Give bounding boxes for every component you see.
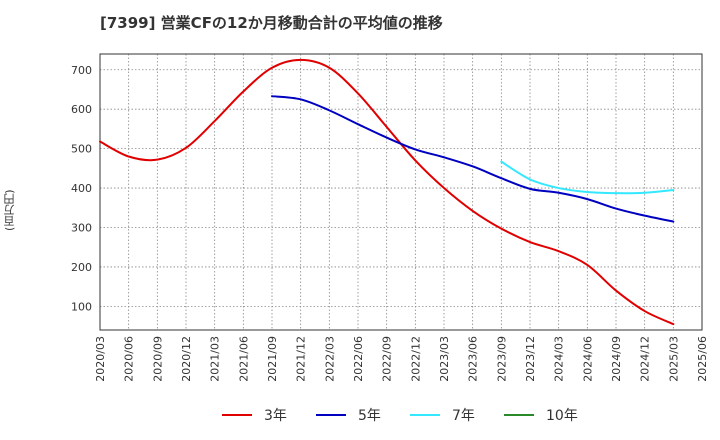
y-tick-label: 700 <box>71 64 92 77</box>
y-tick-label: 400 <box>71 182 92 195</box>
x-tick-label: 2020/12 <box>180 336 193 382</box>
legend-label: 10年 <box>546 408 578 424</box>
x-tick-label: 2022/06 <box>352 336 365 382</box>
x-tick-label: 2022/12 <box>409 336 422 382</box>
legend-label: 7年 <box>452 408 475 424</box>
x-tick-label: 2023/09 <box>495 336 508 382</box>
x-tick-label: 2025/06 <box>696 336 709 382</box>
legend-item: 7年 <box>410 404 475 426</box>
x-tick-label: 2024/03 <box>553 336 566 382</box>
x-tick-label: 2021/06 <box>237 336 250 382</box>
x-tick-label: 2022/09 <box>381 336 394 382</box>
legend-label: 3年 <box>264 408 287 424</box>
series-line-5年 <box>271 95 675 223</box>
x-tick-label: 2025/03 <box>667 336 680 382</box>
y-tick-label: 100 <box>71 300 92 313</box>
y-tick-label: 300 <box>71 221 92 234</box>
x-tick-label: 2020/06 <box>123 336 136 382</box>
legend-item: 10年 <box>504 404 578 426</box>
x-tick-label: 2020/03 <box>94 336 107 382</box>
legend-item: 5年 <box>316 404 381 426</box>
y-tick-label: 600 <box>71 103 92 116</box>
y-tick-label: 200 <box>71 261 92 274</box>
x-tick-label: 2021/03 <box>209 336 222 382</box>
x-tick-label: 2023/06 <box>467 336 480 382</box>
x-tick-label: 2021/12 <box>295 336 308 382</box>
legend-swatch <box>410 414 440 416</box>
chart-title: [7399] 営業CFの12か月移動合計の平均値の推移 <box>100 14 443 32</box>
x-tick-label: 2023/03 <box>438 336 451 382</box>
legend-swatch <box>316 414 346 416</box>
legend-label: 5年 <box>358 408 381 424</box>
x-tick-label: 2022/03 <box>323 336 336 382</box>
x-tick-label: 2024/12 <box>639 336 652 382</box>
x-tick-label: 2024/06 <box>581 336 594 382</box>
legend-swatch <box>504 414 534 416</box>
x-tick-label: 2020/09 <box>151 336 164 382</box>
x-tick-label: 2024/09 <box>610 336 623 382</box>
series-line-7年 <box>500 160 675 195</box>
legend-item: 3年 <box>222 404 287 426</box>
y-tick-label: 500 <box>71 143 92 156</box>
legend-swatch <box>222 414 252 416</box>
x-tick-label: 2023/12 <box>524 336 537 382</box>
plot-frame <box>99 53 703 331</box>
legend: 3年 5年 7年 10年 <box>0 404 720 426</box>
x-tick-label: 2021/09 <box>266 336 279 382</box>
series-line-3年 <box>99 58 675 326</box>
